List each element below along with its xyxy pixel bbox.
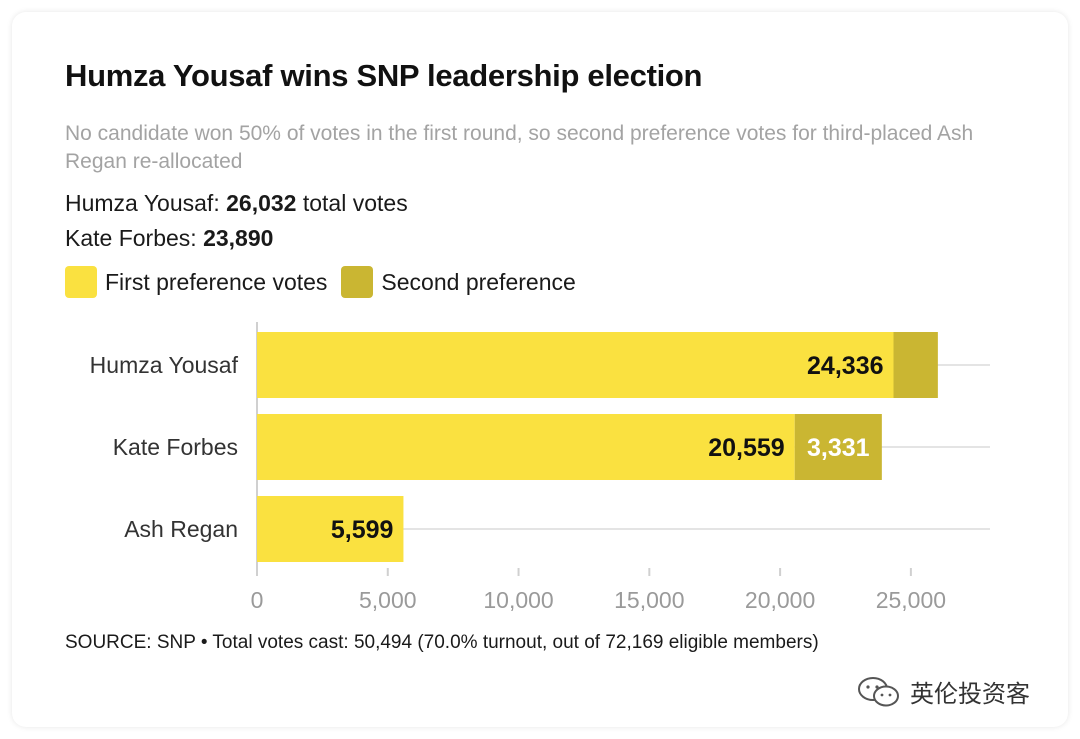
summary-yousaf-name: Humza Yousaf: xyxy=(65,190,220,216)
x-tick-label: 5,000 xyxy=(359,587,417,613)
watermark-text: 英伦投资客 xyxy=(910,681,1030,708)
wechat-icon xyxy=(858,676,899,706)
summary-forbes-value: 23,890 xyxy=(203,225,274,251)
legend-swatch-first-preference xyxy=(65,266,97,298)
bar-first-preference xyxy=(257,496,404,562)
chart-legend: First preference votes Second preference xyxy=(65,266,576,298)
watermark: 英伦投资客 xyxy=(856,674,1030,709)
x-tick-label: 15,000 xyxy=(614,587,684,613)
chart-subtitle: No candidate won 50% of votes in the fir… xyxy=(65,122,974,173)
data-label: 20,559 xyxy=(708,434,784,462)
legend-label-first-preference: First preference votes xyxy=(105,268,328,295)
category-label: Kate Forbes xyxy=(113,434,238,460)
source-note: SOURCE: SNP • Total votes cast: 50,494 (… xyxy=(65,632,819,653)
x-tick-label: 25,000 xyxy=(876,587,946,613)
chart-title: Humza Yousaf wins SNP leadership electio… xyxy=(65,58,703,93)
x-tick-label: 10,000 xyxy=(483,587,553,613)
bar-first-preference xyxy=(257,332,894,398)
data-label: 24,336 xyxy=(807,352,883,380)
summary-forbes: Kate Forbes: 23,890 xyxy=(65,225,273,252)
category-label: Ash Regan xyxy=(124,516,238,542)
bar-second-preference xyxy=(794,414,882,480)
x-tick-label: 20,000 xyxy=(745,587,815,613)
legend-swatch-second-preference xyxy=(341,266,374,298)
category-label: Humza Yousaf xyxy=(90,352,239,378)
bar-first-preference xyxy=(257,414,795,480)
summary-forbes-name: Kate Forbes: xyxy=(65,225,197,251)
data-label: 3,331 xyxy=(807,434,870,462)
x-tick-label: 0 xyxy=(251,587,264,613)
summary-yousaf-value: 26,032 xyxy=(226,190,297,216)
data-label: 5,599 xyxy=(331,516,394,544)
summary-yousaf: Humza Yousaf: 26,032 total votes xyxy=(65,190,408,217)
legend-label-second-preference: Second preference xyxy=(381,268,576,295)
bar-second-preference xyxy=(893,332,938,398)
bar-chart: 0 5,000 10,000 15,000 20,000 25,000 Humza Yous… xyxy=(90,322,990,613)
summary-yousaf-suffix: total votes xyxy=(302,190,408,216)
